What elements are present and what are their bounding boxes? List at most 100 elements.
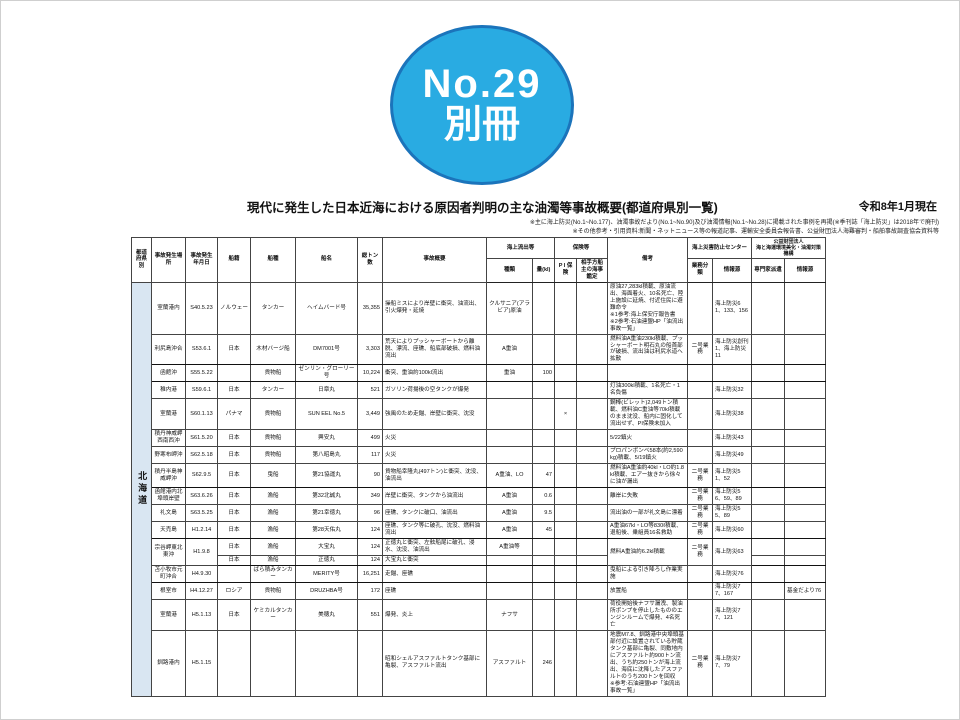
cell-pi [554,629,578,697]
cell-src2 [784,463,827,489]
cell-place: 野寒布岬沖 [151,446,186,465]
cell-expert [751,565,786,584]
cell-summary: 操船ミスにより岸壁に衝突、油流出、引火爆発・延焼 [382,281,487,335]
cell-src1: 海上防災49 [712,446,753,465]
table-row: 宗谷岬東北東沖 H1.9.8 日本 漁船 大宝丸 124 正徳丸と衝突、左舷船尾に破孔、浸水… [132,538,827,567]
cell-flag: パナマ [217,398,251,431]
cell-expert [751,281,786,335]
cell-flag: 日本 [217,504,251,523]
cell-src2 [784,487,827,506]
cell-pi [554,565,578,584]
cell-category [687,381,714,400]
cell-src1: 海上防災77、167 [712,582,753,601]
cell-src2 [784,446,827,465]
cell-appraisal [576,521,609,540]
table-row: 積丹神威岬西南西沖 S61.5.20 日本 貨物船 興安丸 499 火災 5/22鎮火 海上防災… [132,429,827,448]
cell-expert [751,398,786,431]
source-note-1: ※主に海上防災(No.1~No.177)、油濁事故だより(No.1~No.90)… [529,220,939,226]
cell-date: S61.5.20 [185,429,218,448]
cell-place: 苫小牧市元町沖合 [151,565,186,584]
cell-amount [531,281,556,335]
cell-date: S60.1.13 [185,398,218,431]
cell-name: MERITY号 [295,565,358,584]
cell-date: H1.9.8 [185,538,218,567]
cell-ton: 10,224 [357,364,383,383]
cell-amount: 45 [531,521,556,540]
cell-appraisal [576,398,609,431]
cell-flag: 日本 [217,446,251,465]
cell-src2 [784,398,827,431]
cell-oil: A重油 [486,487,533,506]
cell-place: 積丹神威岬西南西沖 [151,429,186,448]
cell-src1: 海上防災63 [712,538,753,567]
cell-amount [531,599,556,631]
cell-ton: 3,303 [357,333,383,366]
cell-appraisal [576,599,609,631]
cell-type: 木材バージ船 [250,333,296,366]
cell-oil [486,565,533,584]
cell-src1: 海上防災60 [712,521,753,540]
cell-remarks: 燃料油A重油約40kl・LO約1.8kl積載、エアー抜きから徐々に油が漏出 [607,463,689,489]
cell-appraisal [576,446,609,465]
cell-type: 漁船 [250,555,296,567]
cell-flag [217,565,251,584]
cell-flag: 日本 [217,538,251,557]
cell-date: S62.9.5 [185,463,218,489]
cell-expert [751,364,786,383]
cell-type: 貨物船 [250,364,296,383]
cell-date: H5.1.13 [185,599,218,631]
cell-category: 二号業務 [687,521,714,540]
cell-type: タンカー [250,381,296,400]
col-header-ship-type: 船種 [250,237,296,283]
cell-src2 [784,599,827,631]
as-of-date: 令和8年1月現在 [858,201,937,213]
cell-oil: A重油等 [486,538,533,557]
cell-amount: 9.5 [531,504,556,523]
cell-category: 二号業務 [687,333,714,366]
cell-name: 第32北誠丸 [295,487,358,506]
cell-src1: 海上防災56、59、89 [712,487,753,506]
col-header-appraisal: 相手方船主の海事鑑定 [576,258,609,283]
cell-place: 積丹半島神威岬沖 [151,463,186,489]
fund-group-line1: 公益財団法人 [773,239,804,245]
cell-appraisal [576,555,609,567]
cell-flag: 日本 [217,521,251,540]
cell-amount [531,398,556,431]
cell-amount [531,381,556,400]
cell-appraisal [576,504,609,523]
cell-place: 室蘭港内 [151,281,186,335]
cell-date: H5.1.15 [185,629,218,697]
table-row: 利尻島沖合 S53.6.1 日本 木材バージ船 DM7001号 3,303 荒天によりプッシ… [132,333,827,366]
col-group-insurance: 保険等 [554,237,609,259]
cell-category: 二号業務 [687,504,714,523]
cell-flag [217,364,251,383]
cell-remarks: 地震M7.8、釧路港中央埠頭基部付近に設置されている貯蔵タンク基部に亀裂、同敷地… [607,629,689,697]
cell-name: 第21協運丸 [295,463,358,489]
cell-remarks: 原油27,283kl積載、原油流出、海面着火、10名死亡、陸上施設に延焼、付近住… [607,281,689,335]
cell-flag: 日本 [217,463,251,489]
cell-place: 室蘭港 [151,599,186,631]
cell-src1: 海上防災77、121 [712,599,753,631]
cell-flag: 日本 [217,381,251,400]
cell-src2 [784,555,827,567]
cell-expert [751,599,786,631]
cell-flag: 日本 [217,333,251,366]
prefecture-cell: 北海道 [131,281,152,697]
cell-oil: クルサニア(アラビア)原油 [486,281,533,335]
cell-amount: 47 [531,463,556,489]
table-row: 日本 漁船 正徳丸 124 大宝丸と衝突 [132,555,827,567]
cell-type: 貨物船 [250,429,296,448]
issue-number-badge: No.29 別冊 [390,25,574,185]
cell-appraisal [576,364,609,383]
cell-category [687,281,714,335]
cell-name: 第21幸徳丸 [295,504,358,523]
cell-summary: ガソリン荷揚後の空タンクが爆発 [382,381,487,400]
cell-summary: 荒天によりプッシャーボートから離脱、漂流、座礁、船底部破損、燃料油流出 [382,333,487,366]
cell-ton: 172 [357,582,383,601]
cell-pi [554,538,578,557]
cell-remarks: 流出油の一部が礼文島に漂着 [607,504,689,523]
col-header-place: 事故発生場所 [151,237,186,283]
cell-place: 根室市 [151,582,186,601]
cell-flag: 日本 [217,487,251,506]
cell-pi [554,599,578,631]
